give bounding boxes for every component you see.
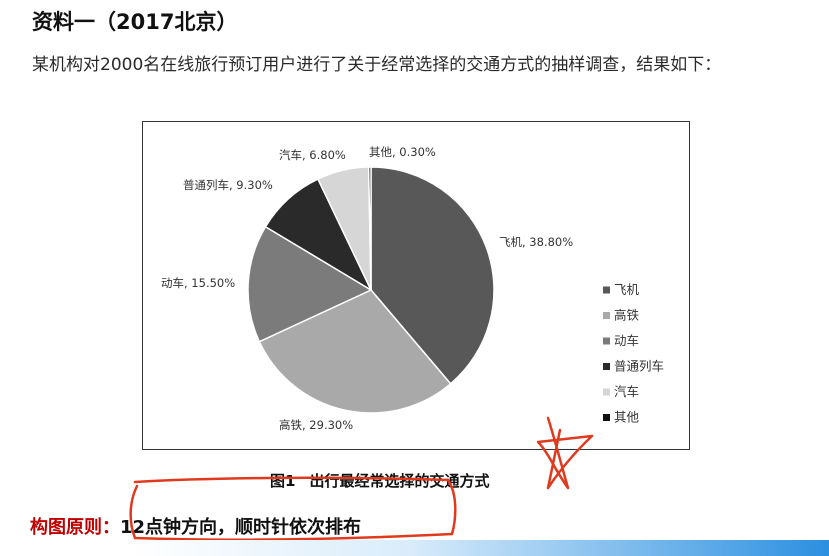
legend-swatch-2	[603, 312, 610, 319]
pie-data-label-3: 动车, 15.50%	[161, 276, 235, 290]
composition-principle: 构图原则：12点钟方向，顺时针依次排布	[30, 513, 361, 539]
pie-slice-3	[247, 225, 373, 343]
pie-slice-2	[258, 289, 452, 414]
figure-number: 图1	[270, 472, 296, 490]
pie-chart-frame: 飞机, 38.80% 高铁, 29.30% 动车, 15.50% 普通列车, 9.30…	[142, 121, 690, 450]
pie-data-label-1: 飞机, 38.80%	[499, 235, 573, 249]
legend-swatch-6	[603, 414, 610, 421]
principle-text: 12点钟方向，顺时针依次排布	[120, 517, 362, 538]
pie-data-label-6: 其他, 0.30%	[369, 145, 436, 159]
pie-data-label-5: 汽车, 6.80%	[279, 148, 346, 162]
legend-entry-6: 其他	[614, 410, 640, 425]
figure-caption: 图1 出行最经常选择的交通方式	[270, 470, 489, 491]
pie-slice-1	[370, 166, 495, 385]
legend-entry-1: 飞机	[614, 282, 640, 297]
legend-swatch-3	[603, 337, 610, 345]
legend-swatch-1	[603, 286, 610, 294]
legend-entry-4: 普通列车	[614, 359, 664, 374]
principle-label: 构图原则：	[30, 517, 120, 538]
pie-data-label-2: 高铁, 29.30%	[279, 418, 353, 432]
slide-footer-bar	[130, 540, 829, 556]
legend-entry-5: 汽车	[614, 384, 639, 399]
legend-entry-2: 高铁	[614, 308, 640, 323]
legend-swatch-5	[603, 388, 610, 396]
figure-title: 出行最经常选择的交通方式	[309, 472, 490, 490]
document-heading: 资料一（2017北京）	[32, 10, 238, 34]
pie-data-label-4: 普通列车, 9.30%	[183, 178, 273, 192]
legend-swatch-4	[603, 363, 610, 370]
pie-chart: 飞机, 38.80% 高铁, 29.30% 动车, 15.50% 普通列车, 9.30…	[161, 145, 664, 432]
legend-entry-3: 动车	[614, 333, 639, 348]
intro-paragraph: 某机构对2000名在线旅行预订用户进行了关于经常选择的交通方式的抽样调查，结果如…	[32, 55, 722, 75]
pie-slice-6	[367, 166, 372, 291]
